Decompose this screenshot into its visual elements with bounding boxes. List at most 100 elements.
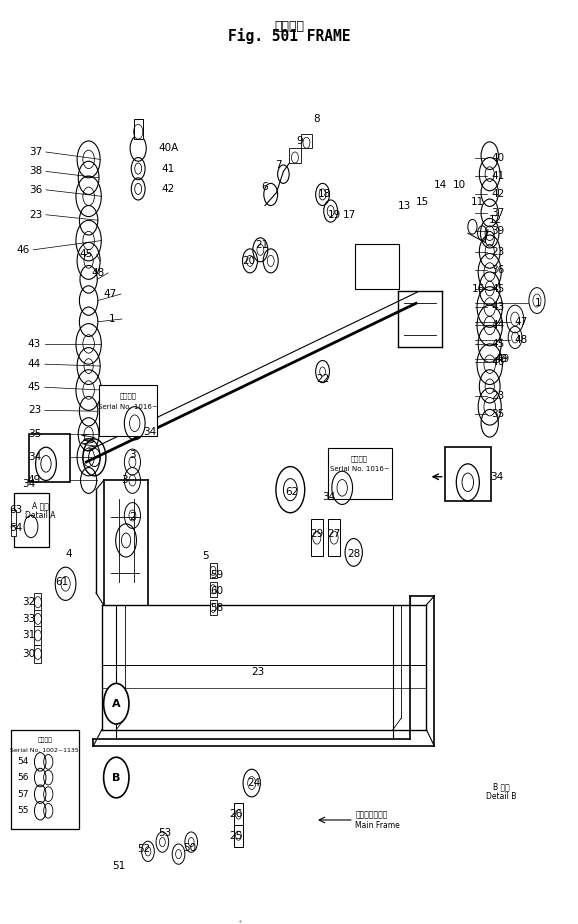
Text: 42: 42	[491, 189, 505, 200]
Text: 5: 5	[202, 551, 209, 561]
Text: 15: 15	[416, 197, 429, 207]
Text: 21: 21	[255, 240, 268, 250]
Text: 45: 45	[28, 383, 41, 393]
Text: 26: 26	[229, 809, 243, 820]
Text: 49: 49	[495, 354, 508, 364]
FancyBboxPatch shape	[355, 244, 399, 288]
Text: 47: 47	[104, 289, 117, 299]
Text: 適用号機: 適用号機	[119, 393, 136, 399]
Text: 45: 45	[491, 284, 505, 294]
Text: Detail A: Detail A	[25, 511, 55, 520]
Text: 39: 39	[491, 226, 505, 237]
FancyBboxPatch shape	[14, 493, 50, 547]
Text: 55: 55	[17, 807, 29, 815]
Text: B: B	[112, 772, 120, 783]
FancyBboxPatch shape	[328, 519, 340, 556]
Circle shape	[103, 758, 129, 797]
Text: 41: 41	[161, 164, 175, 174]
Text: 48: 48	[514, 335, 528, 346]
FancyBboxPatch shape	[12, 730, 79, 829]
Text: 10: 10	[453, 180, 466, 190]
Text: 12: 12	[489, 215, 502, 225]
Text: 25: 25	[229, 831, 243, 841]
Text: 46: 46	[16, 245, 29, 255]
Text: 58: 58	[210, 602, 224, 613]
Text: 57: 57	[17, 790, 29, 798]
Text: 54: 54	[17, 758, 29, 766]
Text: 47: 47	[514, 317, 528, 327]
Text: A 詳細: A 詳細	[32, 502, 49, 511]
Text: 19: 19	[328, 210, 341, 220]
Text: 51: 51	[113, 861, 126, 871]
FancyBboxPatch shape	[12, 521, 16, 536]
Text: Fig. 501 FRAME: Fig. 501 FRAME	[228, 28, 350, 43]
FancyBboxPatch shape	[35, 610, 42, 628]
Text: 22: 22	[316, 374, 329, 384]
Text: 36: 36	[29, 185, 42, 195]
Text: 4: 4	[66, 549, 72, 559]
Text: 30: 30	[22, 649, 35, 659]
Text: 6: 6	[262, 182, 268, 192]
Text: 27: 27	[328, 529, 341, 539]
Text: 42: 42	[161, 184, 175, 194]
Text: 36: 36	[491, 265, 505, 275]
Text: 8: 8	[313, 114, 320, 124]
Text: 44: 44	[491, 321, 505, 331]
Text: 適用号機: 適用号機	[351, 455, 368, 462]
Text: 60: 60	[210, 586, 224, 596]
FancyBboxPatch shape	[444, 447, 491, 501]
Text: 50: 50	[183, 843, 197, 853]
Text: 23: 23	[251, 667, 264, 677]
Text: 20: 20	[242, 256, 255, 266]
Text: 46: 46	[491, 358, 505, 368]
Text: 3: 3	[121, 476, 128, 485]
Text: 1: 1	[535, 298, 542, 309]
FancyBboxPatch shape	[12, 510, 16, 525]
FancyBboxPatch shape	[311, 519, 323, 556]
Text: 44: 44	[28, 359, 41, 370]
Text: 49: 49	[28, 476, 41, 485]
Text: 23: 23	[491, 391, 505, 401]
FancyBboxPatch shape	[301, 134, 312, 149]
Text: 24: 24	[247, 778, 260, 788]
Text: 23: 23	[491, 247, 505, 257]
Text: Serial No. 1002~1135: Serial No. 1002~1135	[10, 748, 79, 753]
Text: 56: 56	[17, 773, 29, 782]
Text: 17: 17	[343, 210, 356, 220]
FancyBboxPatch shape	[210, 564, 217, 578]
FancyBboxPatch shape	[210, 601, 217, 615]
Text: 35: 35	[491, 409, 505, 419]
Text: 11: 11	[470, 197, 484, 207]
Text: 34: 34	[143, 428, 156, 437]
Text: 45: 45	[491, 339, 505, 349]
Text: 43: 43	[28, 339, 41, 349]
Text: A: A	[112, 699, 121, 709]
Text: メインフレーム: メインフレーム	[355, 810, 388, 819]
Text: 59: 59	[210, 569, 224, 579]
FancyBboxPatch shape	[289, 149, 301, 163]
Text: 31: 31	[22, 630, 35, 640]
FancyBboxPatch shape	[99, 385, 157, 436]
Text: 適用号機: 適用号機	[38, 738, 53, 744]
FancyBboxPatch shape	[234, 824, 243, 846]
Text: 35: 35	[28, 430, 41, 439]
FancyBboxPatch shape	[134, 119, 143, 140]
FancyBboxPatch shape	[328, 448, 392, 499]
Text: 41: 41	[491, 171, 505, 181]
Text: 33: 33	[22, 614, 35, 624]
Text: 23: 23	[28, 406, 41, 415]
Text: Main Frame: Main Frame	[355, 821, 400, 830]
Text: Serial No. 1016~: Serial No. 1016~	[329, 467, 390, 472]
Text: フレーム: フレーム	[274, 20, 304, 33]
Text: 18: 18	[318, 189, 332, 200]
Text: 49: 49	[497, 354, 510, 364]
Text: 29: 29	[310, 529, 324, 539]
Text: 63: 63	[9, 505, 22, 515]
Text: 38: 38	[29, 166, 42, 176]
Text: 2: 2	[129, 512, 136, 522]
Text: 13: 13	[398, 201, 411, 211]
FancyBboxPatch shape	[35, 645, 42, 663]
Text: 16: 16	[472, 284, 485, 294]
Text: 52: 52	[138, 845, 150, 855]
Text: 40A: 40A	[158, 143, 178, 153]
